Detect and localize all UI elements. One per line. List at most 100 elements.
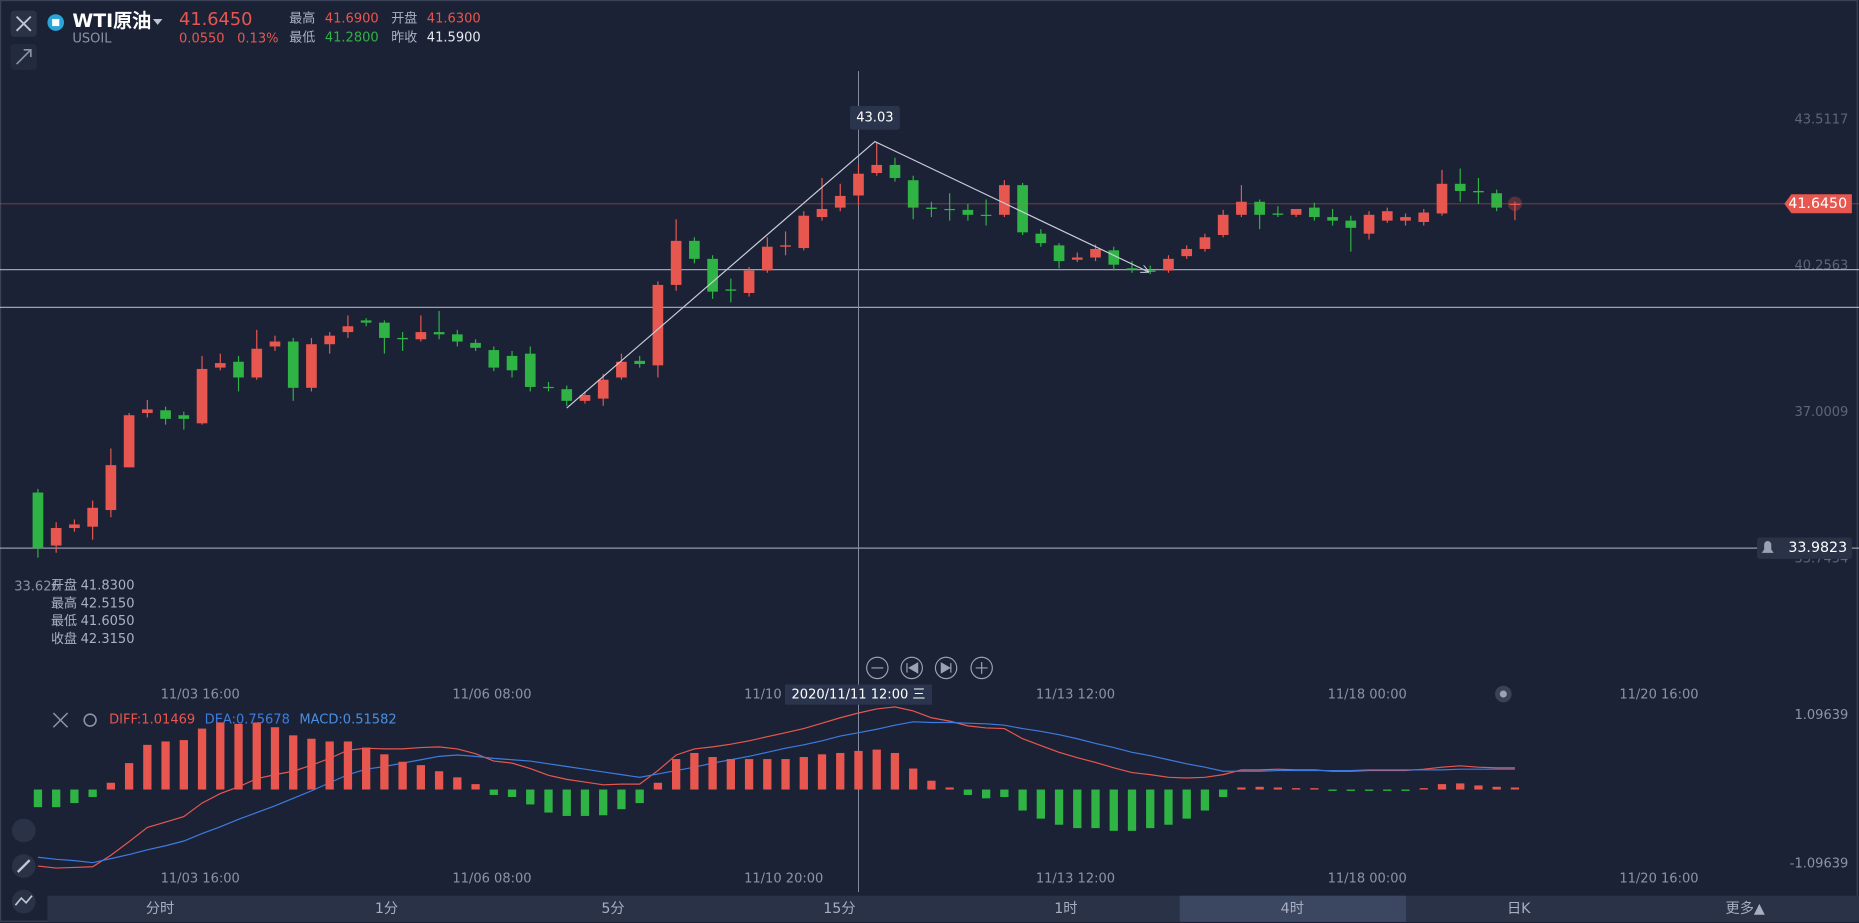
macd-bar — [380, 754, 389, 790]
macd-bar — [836, 752, 845, 790]
zoom-out[interactable] — [866, 656, 889, 680]
indicator-close[interactable] — [52, 712, 69, 728]
macd-bar — [124, 763, 134, 790]
symbol-icon-inner — [52, 18, 60, 27]
candle-body — [798, 215, 810, 249]
macd-bar — [1419, 788, 1428, 790]
tab[interactable]: 5分 — [601, 900, 624, 917]
candle-body — [287, 341, 299, 388]
macd-bar — [799, 757, 808, 790]
x-tick-label: 11/20 16:00 — [1619, 688, 1698, 703]
trendline-label: 43.03 — [856, 110, 893, 125]
candle-body — [123, 415, 135, 468]
candle-body — [1509, 203, 1521, 205]
macd-bar — [88, 789, 97, 797]
candle-body — [506, 355, 518, 371]
macd-bar — [617, 789, 626, 810]
candle-body — [1199, 237, 1211, 249]
x-tick-label: 11/06 08:00 — [452, 872, 531, 887]
crosshair-label: 2020/11/11 12:00 三 — [792, 688, 926, 703]
y-tick-label: 40.2563 — [1794, 259, 1848, 274]
macd-bar — [1346, 789, 1355, 791]
trendline — [566, 140, 1149, 409]
macd-bar — [197, 728, 207, 790]
candle-body — [269, 341, 281, 347]
macd-bar — [781, 759, 790, 790]
macd-bar — [763, 759, 772, 790]
indicator-line — [37, 706, 1515, 869]
scroll-start[interactable] — [900, 656, 923, 680]
candle-body — [926, 207, 937, 209]
tab[interactable]: 分时 — [146, 900, 174, 917]
macd-bar — [216, 722, 225, 790]
macd-bar — [945, 787, 954, 790]
candle-body — [1090, 248, 1101, 258]
tab[interactable]: 更多▲ — [1726, 900, 1765, 917]
tool-button[interactable] — [11, 818, 36, 843]
candle-body — [1035, 233, 1047, 244]
macd-bar — [106, 782, 116, 790]
change-pct: 0.13% — [237, 32, 278, 47]
candle-body — [689, 240, 700, 259]
macd-bar — [398, 761, 407, 790]
candle-body — [853, 173, 864, 196]
macd-bar — [1237, 787, 1246, 790]
symbol-dropdown[interactable] — [152, 18, 163, 25]
macd-bar — [270, 727, 280, 790]
tooltip-name: 最高 — [51, 595, 77, 611]
macd-bar — [161, 741, 170, 790]
macd-bar — [726, 759, 735, 790]
macd-bar — [489, 789, 498, 795]
macd-bar — [744, 759, 754, 790]
zoom-controls — [866, 656, 993, 680]
candle-body — [1400, 217, 1411, 221]
candle-body — [251, 348, 263, 378]
candle-body — [470, 342, 481, 348]
candle-body — [142, 409, 153, 413]
macd-bar — [1273, 787, 1283, 790]
stat-value: 41.2800 — [325, 30, 379, 45]
macd-bar — [599, 789, 608, 816]
candle-body — [1436, 183, 1448, 214]
candle-body — [871, 164, 883, 174]
candle-body — [1309, 207, 1320, 218]
tab[interactable]: 4时 — [1281, 900, 1304, 917]
candle-body — [1163, 258, 1174, 271]
tab[interactable]: 日K — [1507, 901, 1531, 917]
candle-body — [670, 240, 682, 285]
tab[interactable]: 1分 — [375, 900, 398, 917]
scroll-end[interactable] — [934, 656, 958, 680]
symbol-code: USOIL — [72, 32, 112, 47]
macd-bar — [33, 789, 43, 808]
tab[interactable]: 15分 — [823, 900, 855, 917]
change: 0.0550 — [179, 32, 225, 47]
tool-button[interactable] — [11, 889, 36, 914]
candle-body — [1236, 201, 1247, 215]
candle-body — [1454, 183, 1466, 191]
tooltip-value: 41.6050 — [81, 614, 135, 629]
candle-body — [1017, 185, 1028, 233]
candle-body — [342, 326, 354, 333]
macd-bar — [671, 759, 681, 790]
candle-body — [488, 350, 500, 368]
x-tick-label: 11/13 12:00 — [1036, 872, 1115, 887]
candle-body — [415, 332, 427, 340]
macd-bar — [362, 747, 371, 790]
candle-body — [324, 335, 336, 345]
macd-bar — [1127, 789, 1137, 831]
macd-bar — [307, 738, 316, 790]
close-icon — [15, 15, 32, 32]
x-tick-label: 11/06 08:00 — [452, 688, 531, 703]
candle-body — [597, 379, 609, 399]
candle-body — [214, 363, 226, 368]
indicator-settings[interactable] — [83, 713, 97, 727]
tab[interactable]: 1时 — [1054, 900, 1077, 917]
macd-bar — [653, 782, 663, 790]
candle-body — [379, 322, 390, 338]
x-tick-label: 11/20 16:00 — [1619, 872, 1698, 887]
zoom-in[interactable] — [970, 656, 993, 680]
price: 41.6450 — [179, 9, 252, 30]
candle-body — [889, 164, 901, 178]
candle-body — [105, 465, 117, 511]
candle-body — [306, 344, 317, 388]
